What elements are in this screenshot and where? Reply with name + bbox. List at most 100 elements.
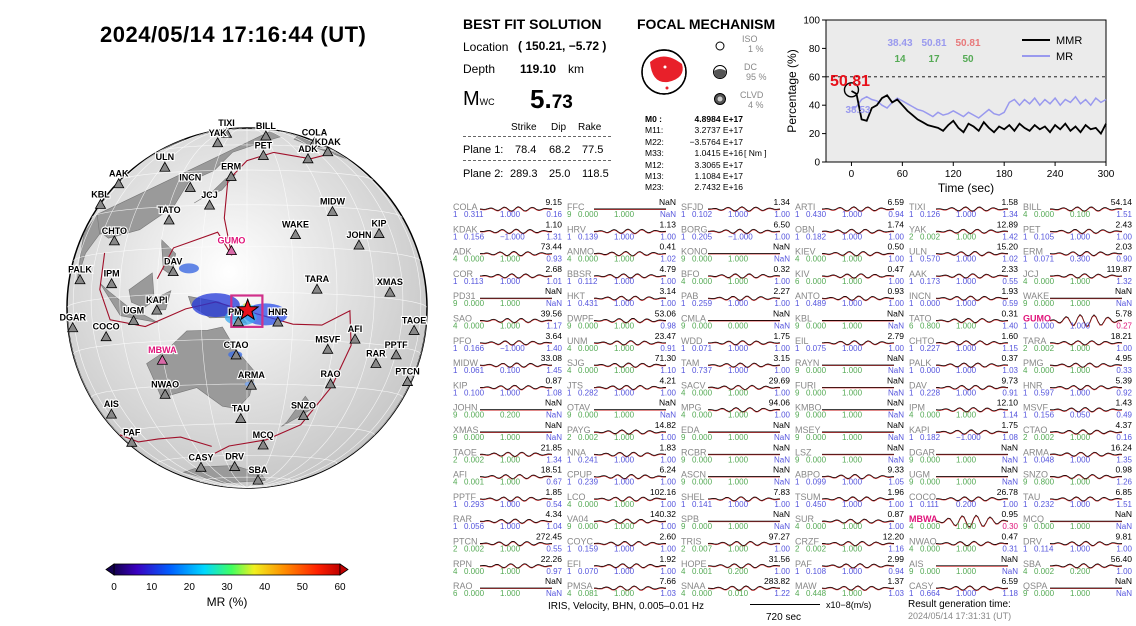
station-coco[interactable]: COCO [92,321,121,342]
trace-kmbo[interactable]: KMBO NaN 9 0.000 1.000 NaN [795,398,904,420]
station-yak[interactable]: YAK [207,127,228,148]
trace-ffc[interactable]: FFC NaN 9 0.000 1.000 NaN [567,197,676,219]
station-arma[interactable]: ARMA [237,369,266,390]
trace-kip[interactable]: KIP 0.87 1 0.100 1.000 1.08 [453,375,563,397]
station-sba[interactable]: SBA [247,464,269,485]
trace-sfjd[interactable]: SFJD 1.34 1 0.102 1.000 1.00 [681,197,791,219]
station-cola[interactable]: COLA [301,126,329,147]
station-palk[interactable]: PALK [67,264,93,285]
trace-tau[interactable]: TAU 6.85 1 0.232 1.000 1.51 [1023,487,1133,509]
station-kapi[interactable]: KAPI [145,294,169,315]
station-drv[interactable]: DRV [224,450,245,471]
trace-kiev[interactable]: KIEV 0.50 4 0.000 1.000 1.00 [795,242,905,264]
trace-xmas[interactable]: XMAS NaN 9 0.000 1.000 NaN [453,420,562,442]
station-kip[interactable]: KIP [370,217,388,238]
trace-va04[interactable]: VA04 140.32 9 0.000 1.000 1.00 [567,509,677,531]
trace-wake[interactable]: WAKE NaN 9 0.000 1.000 NaN [1023,286,1132,308]
station-pet[interactable]: PET [254,139,274,160]
station-tixi[interactable]: TIXI [217,117,236,138]
station-tato[interactable]: TATO [156,204,182,225]
station-ptcn[interactable]: PTCN [394,365,421,386]
station-incn[interactable]: INCN [178,171,202,192]
trace-kiv[interactable]: KIV 0.47 6 0.000 1.000 1.00 [795,264,905,286]
station-chto[interactable]: CHTO [101,225,128,246]
station-jcj[interactable]: JCJ [200,189,219,210]
station-aak[interactable]: AAK [108,168,130,189]
trace-rcbr[interactable]: RCBR NaN 9 0.000 1.000 NaN [681,442,790,464]
station-casy[interactable]: CASY [187,451,215,472]
trace-eil[interactable]: EIL 2.79 1 0.075 1.000 1.00 [795,331,905,353]
trace-tixi[interactable]: TIXI 1.58 1 0.126 1.000 1.34 [909,197,1019,219]
trace-john[interactable]: JOHN NaN 9 0.000 0.200 NaN [453,398,562,420]
station-taoe[interactable]: TAOE [401,314,427,335]
trace-dav[interactable]: DAV 9.73 1 0.228 1.000 0.91 [909,375,1019,397]
station-kdak[interactable]: KDAK [314,136,342,157]
trace-lco[interactable]: LCO 102.16 4 0.000 1.000 1.00 [567,487,677,509]
trace-tsum[interactable]: TSUM 1.96 1 0.450 1.000 1.00 [795,487,905,509]
trace-chto[interactable]: CHTO 1.60 1 0.227 1.000 1.15 [909,331,1019,353]
trace-ptcn[interactable]: PTCN 272.45 2 0.002 1.000 0.55 [453,532,563,554]
station-tau[interactable]: TAU [231,402,251,423]
trace-sur[interactable]: SUR 0.87 4 0.000 1.000 1.00 [795,509,905,531]
trace-kono[interactable]: KONO NaN 9 0.000 1.000 NaN [681,242,790,264]
trace-bfo[interactable]: BFO 0.32 4 0.000 1.000 1.00 [681,264,791,286]
trace-pmg[interactable]: PMG 4.95 4 0.000 1.000 0.33 [1023,353,1133,375]
trace-taoe[interactable]: TAOE 21.85 2 0.002 1.000 1.34 [453,442,563,464]
trace-rayn[interactable]: RAYN NaN 9 0.000 1.000 NaN [795,353,904,375]
trace-arma[interactable]: ARMA 16.24 1 0.048 1.000 1.35 [1023,442,1133,464]
station-mcq[interactable]: MCQ [252,429,275,450]
station-msvf[interactable]: MSVF [314,333,342,354]
trace-tris[interactable]: TRIS 97.27 2 0.007 1.000 1.00 [681,532,791,554]
trace-yak[interactable]: YAK 12.89 2 0.002 1.000 1.42 [909,219,1019,241]
station-pptf[interactable]: PPTF [384,339,409,360]
trace-bbsr[interactable]: BBSR 4.79 1 0.112 1.000 1.00 [567,264,677,286]
trace-jcj[interactable]: JCJ 119.87 4 0.000 1.000 1.32 [1023,264,1133,286]
trace-adk[interactable]: ADK 73.44 4 0.000 1.000 0.93 [453,242,563,264]
station-xmas[interactable]: XMAS [376,276,404,297]
trace-dwpf[interactable]: DWPF 53.06 9 0.000 1.000 0.98 [567,309,677,331]
trace-cor[interactable]: COR 2.68 1 0.113 1.000 1.01 [453,264,563,286]
trace-ascn[interactable]: ASCN NaN 9 0.000 1.000 NaN [681,465,790,487]
trace-aak[interactable]: AAK 2.33 1 0.173 1.000 0.55 [909,264,1019,286]
trace-hkt[interactable]: HKT 3.14 1 0.431 1.000 1.00 [567,286,677,308]
trace-palk[interactable]: PALK 0.37 1 0.000 1.000 1.03 [909,353,1019,375]
station-uln[interactable]: ULN [155,151,175,172]
station-ais[interactable]: AIS [103,398,120,419]
station-rar[interactable]: RAR [365,347,387,368]
station-ugm[interactable]: UGM [122,305,145,326]
trace-midw[interactable]: MIDW 33.08 1 0.061 0.100 1.45 [453,353,563,375]
trace-tato[interactable]: TATO 0.31 6 0.800 1.000 1.40 [909,309,1019,331]
trace-pmsa[interactable]: PMSA 7.66 4 0.081 1.000 1.03 [567,576,677,598]
trace-pfo[interactable]: PFO 3.64 1 0.166 −1.000 1.40 [453,331,563,353]
trace-snzo[interactable]: SNZO 0.98 9 0.800 1.000 1.26 [1023,465,1133,487]
station-nwao[interactable]: NWAO [150,378,180,399]
station-ctao[interactable]: CTAO [223,339,250,360]
trace-drv[interactable]: DRV 9.81 1 0.114 1.000 1.00 [1023,532,1133,554]
trace-tara[interactable]: TARA 18.21 2 0.002 1.000 1.00 [1023,331,1133,353]
station-tara[interactable]: TARA [304,273,331,294]
trace-qspa[interactable]: QSPA NaN 9 0.000 1.000 NaN [1023,576,1132,598]
trace-ugm[interactable]: UGM NaN 9 0.000 1.000 NaN [909,465,1018,487]
trace-kbl[interactable]: KBL NaN 9 0.000 1.000 NaN [795,309,904,331]
trace-hrv[interactable]: HRV 1.13 1 0.139 1.000 1.00 [567,219,677,241]
trace-ais[interactable]: AIS NaN 9 0.000 1.000 NaN [909,554,1018,576]
station-john[interactable]: JOHN [345,229,373,250]
trace-anto[interactable]: ANTO 0.93 1 0.489 1.000 1.00 [795,286,905,308]
trace-abpo[interactable]: ABPO 9.33 1 0.099 1.000 1.05 [795,465,905,487]
trace-borg[interactable]: BORG 6.50 1 0.205 −1.000 1.00 [681,219,791,241]
trace-kdak[interactable]: KDAK 1.10 1 0.156 −1.000 1.31 [453,219,563,241]
trace-anmo[interactable]: ANMO 0.41 4 0.000 1.000 1.02 [567,242,677,264]
trace-msey[interactable]: MSEY NaN 9 0.000 1.000 NaN [795,420,904,442]
station-mbwa[interactable]: MBWA [147,344,178,365]
trace-rar[interactable]: RAR 4.34 1 0.056 1.000 1.04 [453,509,563,531]
trace-erm[interactable]: ERM 2.03 1 0.071 0.300 0.90 [1023,242,1133,264]
trace-snaa[interactable]: SNAA 283.82 4 0.000 0.010 1.22 [681,576,791,598]
station-rao[interactable]: RAO [319,368,342,389]
station-ipm[interactable]: IPM [102,268,121,289]
trace-msvf[interactable]: MSVF 1.43 1 0.156 0.050 0.49 [1023,398,1133,420]
trace-cmla[interactable]: CMLA NaN 9 0.000 0.000 NaN [681,309,790,331]
station-adk[interactable]: ADK [297,143,319,164]
trace-bill[interactable]: BILL 54.14 4 0.000 0.100 1.51 [1023,197,1133,219]
trace-ipm[interactable]: IPM 12.10 4 0.000 1.000 1.14 [909,398,1019,420]
trace-sjg[interactable]: SJG 71.30 4 0.000 1.000 1.10 [567,353,677,375]
